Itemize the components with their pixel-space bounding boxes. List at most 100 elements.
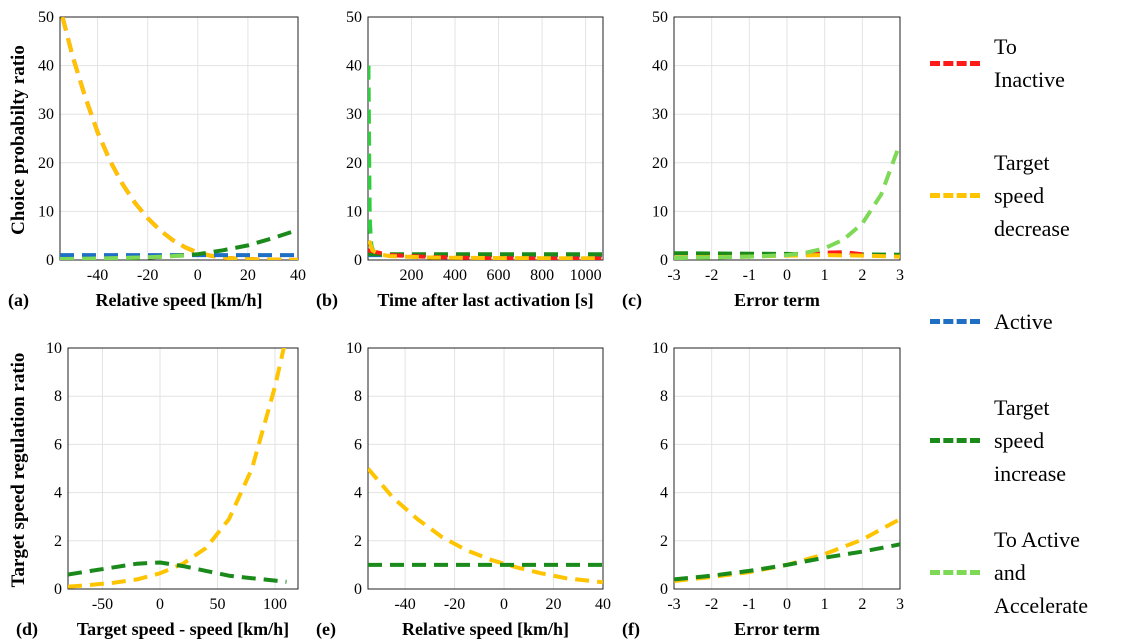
xtick-label-b-3: 800 <box>530 267 554 284</box>
legend-swatch-active <box>930 319 980 324</box>
ytick-label-d-3: 6 <box>54 436 62 453</box>
series-line-f-target-speed-increase <box>674 542 900 582</box>
xtick-label-c-3: 0 <box>783 267 791 284</box>
series-line-b-neutral-green <box>368 65 376 252</box>
xtick-label-d-2: 50 <box>210 596 226 613</box>
axes-frame-d <box>67 347 299 590</box>
panel-tag-d: (d) <box>16 619 38 640</box>
series-line-c-to-active-accelerate <box>674 142 900 260</box>
figure-canvas: Choice probabilty ratio Target speed reg… <box>8 9 904 640</box>
xtick-label-f-5: 2 <box>858 596 866 613</box>
ytick-label-d-0: 0 <box>54 581 62 598</box>
xtick-label-a-3: 20 <box>240 267 256 284</box>
legend-swatch-to-active-accelerate <box>930 570 980 575</box>
xtick-label-f-2: -1 <box>743 596 756 613</box>
xtick-label-c-4: 1 <box>821 267 829 284</box>
panel-f: -3 -2 -1 0 1 2 3 0 2 4 6 8 10 (f) Error term <box>622 340 904 640</box>
ytick-label-c-3: 30 <box>652 106 668 123</box>
xtick-label-b-1: 400 <box>443 267 467 284</box>
xtick-label-b-0: 200 <box>400 267 424 284</box>
panel-a: -40 -20 0 20 40 0 10 20 30 40 50 (a) Relative speed … <box>8 9 306 311</box>
panel-tag-f: (f) <box>622 619 640 640</box>
panel-tag-e: (e) <box>316 619 336 640</box>
legend-label-to-inactive: To Inactive <box>994 34 1065 92</box>
series-line-b-target-speed-decrease <box>368 239 603 260</box>
series-line-e-target-speed-decrease <box>368 467 603 585</box>
ytick-label-f-1: 2 <box>660 533 668 550</box>
ytick-label-f-0: 0 <box>660 581 668 598</box>
xtick-label-a-4: 40 <box>290 267 306 284</box>
xtick-label-e-2: 0 <box>500 596 508 613</box>
ytick-label-a-4: 40 <box>38 58 54 75</box>
xtick-label-f-1: -2 <box>705 596 718 613</box>
ytick-label-d-5: 10 <box>46 340 62 357</box>
ytick-label-c-0: 0 <box>660 252 668 269</box>
ytick-label-f-5: 10 <box>652 340 668 357</box>
ytick-label-e-0: 0 <box>354 581 362 598</box>
xtick-label-f-0: -3 <box>667 596 680 613</box>
ytick-label-e-3: 6 <box>354 436 362 453</box>
xtick-label-d-0: -50 <box>92 596 113 613</box>
legend: To Inactive Target speed decrease Active… <box>930 0 1122 643</box>
xtick-label-d-3: 100 <box>263 596 287 613</box>
panel-tag-c: (c) <box>622 290 642 311</box>
xlabel-b: Time after last activation [s] <box>377 290 593 310</box>
xtick-label-c-2: -1 <box>743 267 756 284</box>
xtick-label-b-2: 600 <box>487 267 511 284</box>
ytick-label-e-1: 2 <box>354 533 362 550</box>
xtick-label-e-1: -20 <box>444 596 465 613</box>
xtick-label-c-6: 3 <box>896 267 904 284</box>
legend-label-target-speed-decrease: Target speed decrease <box>994 150 1070 241</box>
series-line-a-target-speed-decrease <box>60 17 298 260</box>
ytick-label-a-0: 0 <box>46 252 54 269</box>
legend-swatch-to-inactive <box>930 60 980 66</box>
legend-item-to-inactive: To Inactive <box>930 30 1065 96</box>
legend-label-target-speed-increase: Target speed increase <box>994 395 1067 486</box>
axes-frame-f <box>673 347 901 590</box>
legend-item-active: Active <box>930 305 1053 338</box>
ytick-label-f-2: 4 <box>660 485 668 502</box>
ytick-label-d-2: 4 <box>54 485 62 502</box>
ytick-label-f-4: 8 <box>660 388 668 405</box>
ytick-label-c-2: 20 <box>652 155 668 172</box>
axes-frame-c <box>673 16 901 261</box>
xlabel-a: Relative speed [km/h] <box>96 290 263 310</box>
panel-tag-b: (b) <box>316 290 338 311</box>
xtick-label-e-3: 20 <box>546 596 562 613</box>
xtick-label-a-1: -20 <box>137 267 158 284</box>
xtick-label-f-6: 3 <box>896 596 904 613</box>
series-line-b-to-inactive <box>368 248 603 260</box>
panel-e: -40 -20 0 20 40 0 2 4 6 8 10 (e) Relative speed [km/… <box>316 340 611 640</box>
xlabel-c: Error term <box>734 290 820 310</box>
xtick-label-c-0: -3 <box>667 267 680 284</box>
ytick-label-c-1: 10 <box>652 203 668 220</box>
legend-item-target-speed-increase: Target speed increase <box>930 391 1066 490</box>
ytick-label-e-4: 8 <box>354 388 362 405</box>
ytick-label-b-0: 0 <box>354 252 362 269</box>
ytick-label-e-2: 4 <box>354 485 362 502</box>
ylabel-top: Choice probabilty ratio <box>8 45 29 235</box>
ytick-label-b-2: 20 <box>346 155 362 172</box>
ytick-label-b-1: 10 <box>346 203 362 220</box>
axes-frame-a <box>59 16 299 261</box>
xtick-label-a-2: 0 <box>194 267 202 284</box>
ytick-label-e-5: 10 <box>346 340 362 357</box>
ytick-label-a-3: 30 <box>38 106 54 123</box>
xlabel-d: Target speed - speed [km/h] <box>77 619 289 639</box>
axes-frame-b <box>367 16 604 261</box>
panel-d: -50 0 50 100 0 2 4 6 8 10 (d) Target speed - speed … <box>16 340 299 640</box>
ytick-label-c-5: 50 <box>652 9 668 26</box>
xlabel-f: Error term <box>734 619 820 639</box>
ylabel-bottom: Target speed regulation ratio <box>8 353 29 588</box>
ytick-label-d-1: 2 <box>54 533 62 550</box>
xtick-label-e-4: 40 <box>595 596 611 613</box>
ytick-label-b-3: 30 <box>346 106 362 123</box>
xtick-label-c-5: 2 <box>858 267 866 284</box>
xtick-label-e-0: -40 <box>394 596 415 613</box>
ytick-label-a-2: 20 <box>38 155 54 172</box>
xlabel-e: Relative speed [km/h] <box>402 619 569 639</box>
panel-tag-a: (a) <box>8 290 29 311</box>
legend-item-to-active-accelerate: To Active and Accelerate <box>930 523 1088 622</box>
series-line-d-target-speed-increase <box>68 560 287 584</box>
